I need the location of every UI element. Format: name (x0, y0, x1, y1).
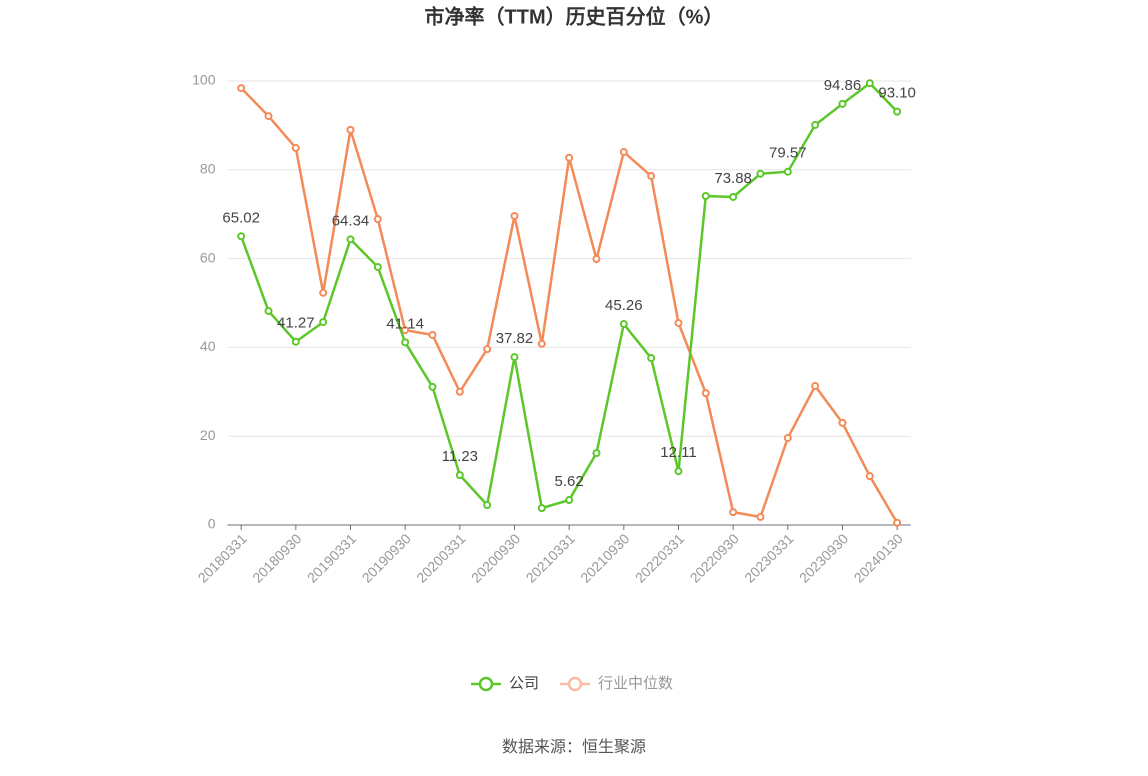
x-tick-label: 20220331 (632, 530, 688, 586)
point (537, 504, 546, 513)
legend-label: 行业中位数 (598, 675, 673, 692)
data-label: 41.27 (277, 315, 315, 332)
point (674, 318, 683, 327)
point (701, 191, 710, 200)
point (865, 79, 874, 88)
x-tick-label: 20210331 (523, 530, 579, 586)
x-tick-label: 20190331 (304, 530, 360, 586)
data-label: 94.86 (824, 77, 862, 94)
y-tick-label: 100 (192, 72, 216, 88)
point (373, 215, 382, 224)
point (291, 337, 300, 346)
point (865, 472, 874, 481)
point (674, 467, 683, 476)
data-label: 5.62 (555, 473, 584, 490)
y-tick-label: 40 (200, 338, 216, 354)
point (893, 107, 902, 116)
point (455, 387, 464, 396)
point (483, 345, 492, 354)
x-tick-label: 20200331 (413, 530, 469, 586)
chart-title: 市净率（TTM）历史百分位（%） (425, 4, 724, 28)
point (647, 172, 656, 181)
y-tick-label: 20 (200, 427, 216, 443)
x-tick-label: 20200930 (468, 530, 524, 586)
point (783, 433, 792, 442)
x-tick-label: 20230930 (796, 530, 852, 586)
point (893, 518, 902, 527)
point (756, 513, 765, 522)
data-label: 41.14 (386, 315, 424, 332)
data-label: 37.82 (496, 330, 534, 347)
point (592, 449, 601, 458)
point (346, 235, 355, 244)
data-label: 79.57 (769, 145, 807, 162)
data-label: 11.23 (442, 448, 478, 465)
y-tick-label: 0 (208, 516, 216, 532)
point (729, 192, 738, 201)
point (592, 255, 601, 264)
point (346, 125, 355, 134)
point (811, 120, 820, 129)
legend-item[interactable]: 公司 (471, 675, 539, 692)
point (756, 169, 765, 178)
point (401, 326, 410, 335)
point (565, 153, 574, 162)
point (619, 320, 628, 329)
data-label: 93.10 (878, 85, 916, 102)
point (510, 353, 519, 362)
point (428, 330, 437, 339)
legend-label: 公司 (509, 675, 539, 692)
point (291, 144, 300, 153)
point (811, 382, 820, 391)
x-tick-label: 20220930 (687, 530, 743, 586)
y-tick-label: 60 (200, 249, 216, 265)
point (237, 84, 246, 93)
x-tick-label: 20210930 (577, 530, 633, 586)
point (510, 211, 519, 220)
data-label: 64.34 (332, 212, 370, 229)
source: 数据来源：恒生聚源 (502, 738, 646, 756)
point (319, 318, 328, 327)
x-tick-label: 20180331 (195, 530, 251, 586)
point (783, 167, 792, 176)
point (401, 338, 410, 347)
point (373, 263, 382, 272)
point (319, 288, 328, 297)
data-label: 12.11 (660, 444, 696, 461)
x-tick-label: 20180930 (249, 530, 305, 586)
point (647, 354, 656, 363)
point (264, 306, 273, 315)
data-label: 65.02 (222, 209, 260, 226)
point (838, 418, 847, 427)
point (565, 496, 574, 505)
point (455, 471, 464, 480)
point (428, 382, 437, 391)
legend-marker (567, 676, 583, 692)
x-tick-label: 20230331 (741, 530, 797, 586)
point (483, 501, 492, 510)
point (264, 112, 273, 121)
x-tick-label: 20190930 (359, 530, 415, 586)
data-label: 73.88 (714, 170, 752, 187)
point (701, 389, 710, 398)
point (729, 508, 738, 517)
legend-item[interactable]: 行业中位数 (560, 675, 673, 692)
legend-marker (478, 676, 494, 692)
x-tick-label: 20240130 (851, 530, 907, 586)
point (237, 232, 246, 241)
point (537, 339, 546, 348)
point (838, 99, 847, 108)
data-label: 45.26 (605, 297, 643, 314)
point (619, 148, 628, 157)
y-tick-label: 80 (200, 161, 216, 177)
